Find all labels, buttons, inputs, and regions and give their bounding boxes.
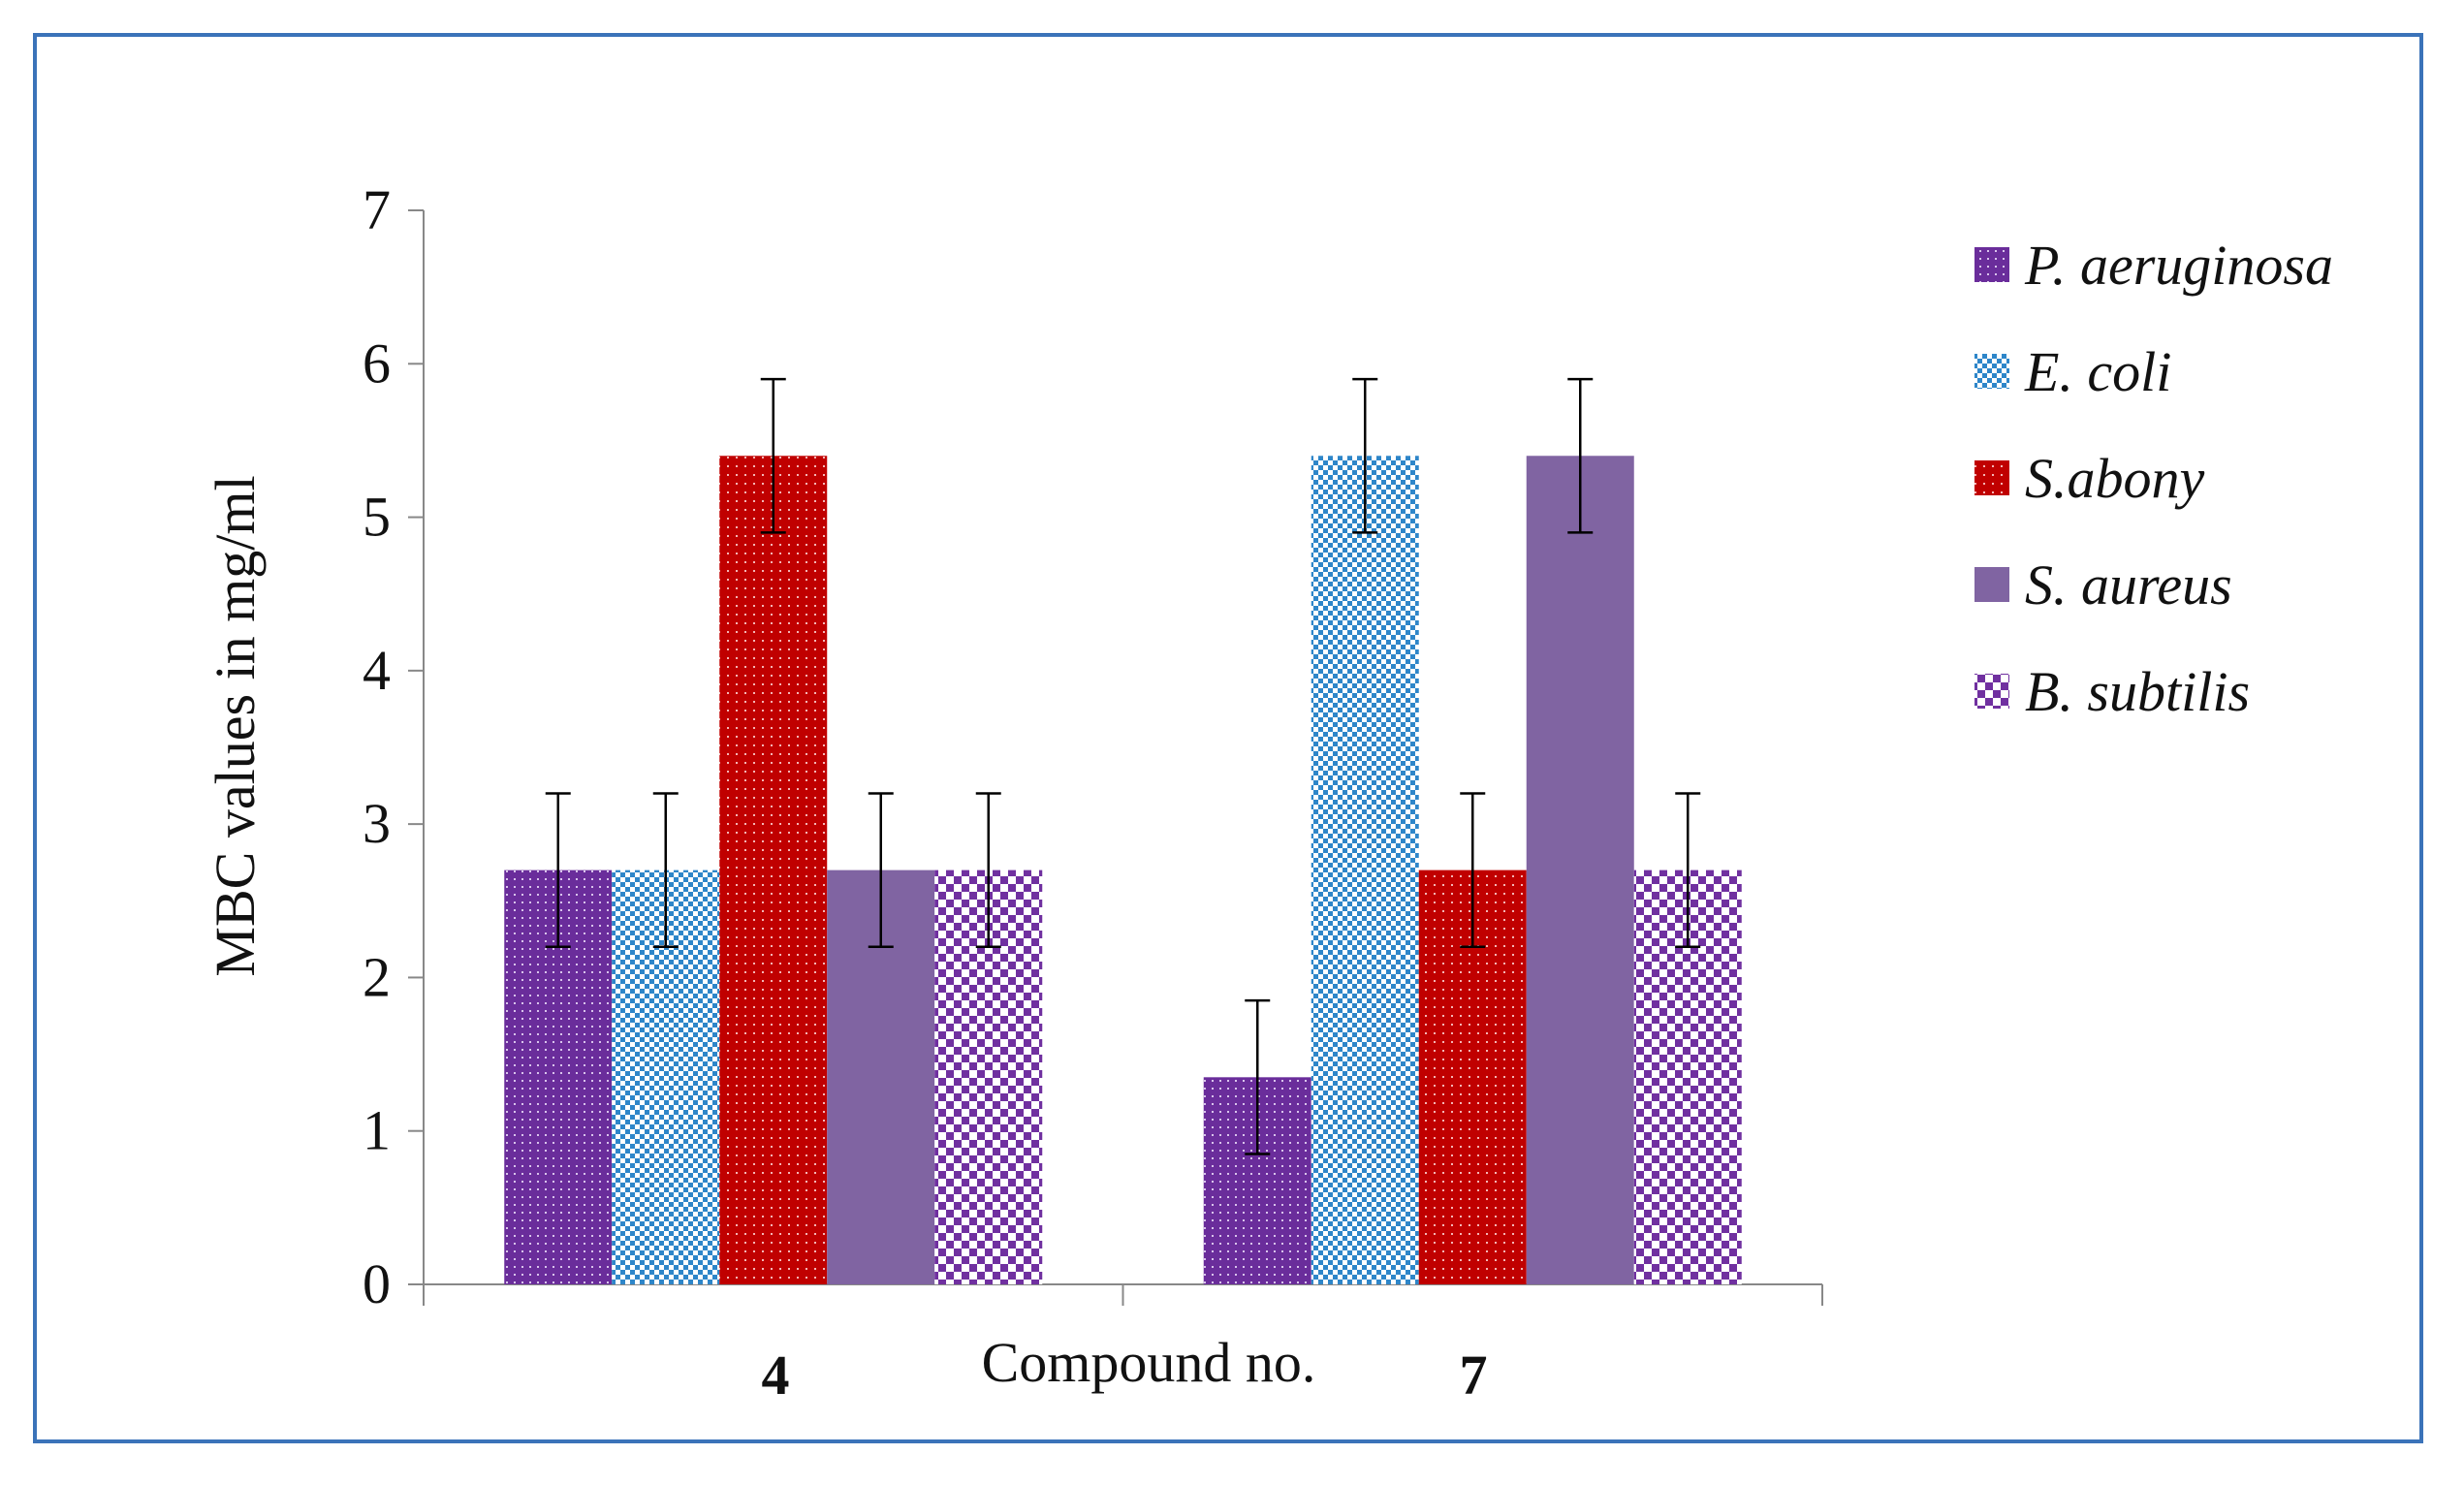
- legend-swatch: [1974, 460, 2009, 495]
- error-bars: [545, 377, 1701, 1155]
- bar-e-coli-7: [1311, 456, 1419, 1284]
- legend-swatch: [1974, 567, 2009, 602]
- y-tick-label: 0: [363, 1252, 391, 1315]
- y-tick-label: 4: [363, 639, 391, 702]
- axes: 0 1 2 3 4 5 6 7 4 7: [363, 178, 1823, 1407]
- y-tick-label: 7: [363, 178, 391, 241]
- y-tick-label: 6: [363, 332, 391, 395]
- legend-label: E. coli: [2024, 340, 2171, 403]
- legend-swatch: [1974, 674, 2009, 709]
- y-tick-label: 3: [363, 792, 391, 855]
- bars: [504, 456, 1742, 1284]
- legend-swatch: [1974, 354, 2009, 389]
- y-axis-label: MBC values in mg/ml: [204, 475, 267, 976]
- y-tick-label: 5: [363, 486, 391, 549]
- x-category-label: 4: [762, 1344, 790, 1407]
- legend-label: S.abony: [2025, 447, 2205, 510]
- legend: P. aeruginosa E. coli S.abony S. aureus B. s…: [1974, 234, 2333, 723]
- y-tick-label: 2: [363, 945, 391, 1008]
- x-axis-label: Compound no.: [982, 1331, 1316, 1394]
- bar-s-abony-4: [719, 456, 828, 1284]
- legend-label: B. subtilis: [2025, 660, 2250, 723]
- legend-label: S. aureus: [2025, 553, 2232, 617]
- legend-swatch: [1974, 247, 2009, 282]
- x-category-label: 7: [1460, 1344, 1488, 1407]
- legend-label: P. aeruginosa: [2024, 234, 2333, 297]
- y-tick-label: 1: [363, 1099, 391, 1162]
- bar-s-aureus-7: [1526, 456, 1634, 1284]
